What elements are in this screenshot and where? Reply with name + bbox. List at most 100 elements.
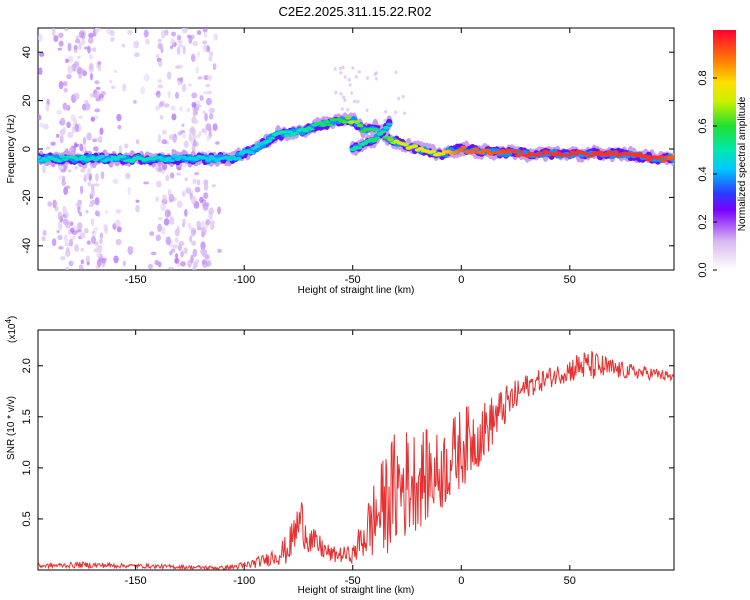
spectrogram-speckle	[165, 174, 170, 182]
spectrogram-speckle	[78, 42, 82, 51]
spectrogram-ridge-cell	[569, 150, 577, 154]
spectrogram-speckle	[47, 201, 53, 207]
spectrogram-speckle	[202, 90, 209, 95]
spectrogram-speckle	[169, 45, 174, 49]
spectrogram-speckle	[42, 165, 46, 174]
colorbar-tick-label: 0.8	[697, 70, 709, 85]
spectrogram-speckle	[134, 52, 140, 58]
spectrogram-speckle	[217, 248, 222, 254]
spectrogram-speckle	[190, 232, 195, 238]
spectrogram-ridge-cell	[113, 157, 121, 161]
spectrogram-speckle	[38, 33, 43, 42]
colorbar: 0.0 0.2 0.4 0.6 0.8 Normalized spectral ampl…	[697, 30, 748, 278]
spectrogram-speckle	[115, 238, 122, 246]
spectrogram-speckle	[78, 264, 84, 270]
spectrogram-speckle	[65, 220, 71, 229]
spectrogram-speckle	[202, 202, 209, 211]
spectrogram-speckle	[185, 187, 191, 194]
spectrogram-speckle	[190, 53, 196, 63]
colorbar-tick-label: 0.4	[697, 166, 709, 181]
spectrogram-speckle	[58, 245, 64, 250]
spectrogram-speckle	[95, 86, 101, 90]
bottom-y-tick-label: 1.5	[21, 409, 33, 424]
spectrogram-speckle	[94, 197, 100, 206]
spectrogram-speckle	[192, 128, 196, 136]
spectrogram-speckle	[65, 58, 69, 63]
spectrogram-speckle	[109, 29, 115, 37]
spectrogram-speckle	[212, 63, 217, 71]
spectrogram-speckle	[162, 194, 167, 203]
spectrogram-speckle	[174, 137, 178, 142]
spectrogram-ridge-cell	[323, 120, 330, 124]
spectrogram-speckle	[77, 115, 84, 119]
spectrogram-speckle	[177, 40, 184, 44]
spectrogram-speckle	[65, 211, 70, 219]
spectrogram-speckle	[38, 67, 43, 76]
spectrogram-speckle	[118, 144, 123, 154]
spectrogram-speckle	[347, 78, 351, 82]
spectrogram-speckle	[66, 73, 72, 80]
spectrogram-speckle	[155, 234, 161, 242]
spectrogram-speckle	[73, 61, 80, 68]
spectrogram-ridge-cell	[174, 157, 181, 161]
spectrogram-speckle	[181, 190, 186, 197]
spectrogram-speckle	[159, 115, 164, 120]
spectrogram-speckle	[208, 51, 214, 57]
spectrogram-speckle	[191, 92, 198, 99]
spectrogram-ridge-cell	[326, 123, 333, 127]
spectrogram-speckle	[55, 133, 60, 138]
spectrogram-ridge-cell	[162, 159, 169, 163]
spectrogram-ridge-cell	[320, 123, 327, 127]
spectrogram-speckle	[125, 172, 131, 180]
spectrogram-speckle	[45, 146, 51, 150]
spectrogram-speckle	[52, 199, 57, 209]
spectrogram-speckle	[203, 179, 209, 186]
spectrogram-speckle	[76, 66, 83, 74]
spectrogram-speckle	[357, 70, 361, 74]
colorbar-tick-label: 0.2	[697, 214, 709, 229]
spectrogram-ridge-cell	[387, 137, 394, 142]
spectrogram-ridge-cell	[168, 159, 175, 163]
spectrogram-speckle	[178, 43, 183, 48]
spectrogram-speckle	[333, 67, 337, 71]
spectrogram-ridge-cell	[379, 130, 387, 134]
spectrogram-speckle	[194, 186, 201, 193]
spectrogram-ridge-cell	[341, 120, 349, 124]
bottom-x-label: Height of straight line (km)	[298, 585, 415, 596]
spectrogram-speckle	[109, 79, 113, 84]
spectrogram-speckle	[346, 108, 350, 112]
spectrogram-speckle	[181, 123, 185, 128]
spectrogram-speckle	[166, 71, 172, 80]
spectrogram-speckle	[88, 32, 94, 39]
spectrogram-speckle	[77, 55, 81, 59]
spectrogram-speckle	[202, 110, 206, 115]
spectrogram-ridge-cell	[514, 154, 522, 158]
spectrogram-speckle	[116, 113, 122, 122]
bottom-y-tick-label: 2.0	[21, 358, 33, 373]
spectrogram-speckle	[75, 202, 82, 206]
spectrogram-speckle	[203, 31, 208, 39]
spectrogram-speckle	[157, 38, 162, 43]
spectrogram-speckle	[192, 40, 199, 47]
spectrogram-speckle	[135, 199, 140, 203]
spectrogram-speckle	[64, 249, 71, 258]
spectrogram-ridge-cell	[229, 154, 236, 159]
spectrogram-ridge-cell	[382, 126, 390, 130]
spectrogram-ridge-cell	[402, 142, 409, 147]
spectrogram-speckle	[354, 75, 358, 79]
spectrogram-speckle	[203, 192, 209, 200]
spectrogram-ridge-cell	[62, 158, 69, 162]
colorbar-tick-label: 0.6	[697, 118, 709, 133]
spectrogram-speckle	[163, 218, 170, 226]
spectrogram-speckle	[181, 45, 186, 50]
spectrogram-speckle	[85, 209, 89, 214]
spectrogram-speckle	[73, 225, 78, 231]
spectrogram-speckle	[86, 261, 90, 266]
spectrogram-speckle	[70, 221, 74, 227]
spectrogram-speckle	[93, 226, 99, 232]
spectrogram-speckle	[58, 40, 64, 47]
spectrogram-speckle	[62, 126, 67, 132]
spectrogram-speckle	[155, 53, 160, 59]
spectrogram-speckle	[60, 256, 66, 261]
